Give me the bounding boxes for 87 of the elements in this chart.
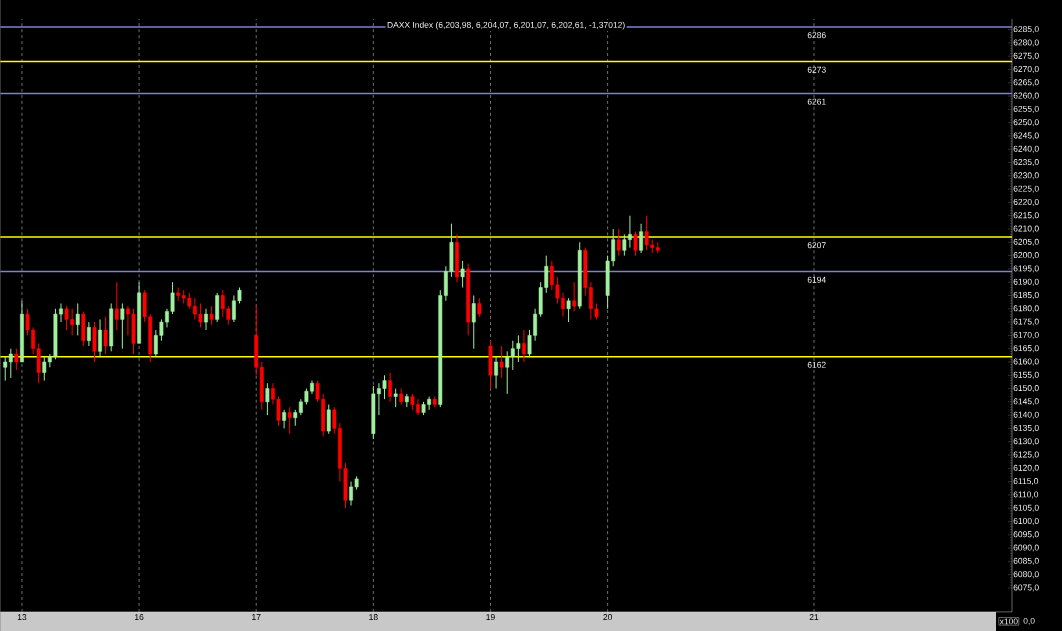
y-tick-label: 6160,0 xyxy=(1013,358,1039,366)
ref-line-label: 6286 xyxy=(807,32,826,39)
y-tick-label: 6210,0 xyxy=(1013,225,1039,233)
y-tick-label: 6075,0 xyxy=(1013,584,1039,592)
y-tick-label: 6250,0 xyxy=(1013,119,1039,127)
candlestick xyxy=(92,321,97,363)
candlestick xyxy=(522,329,526,363)
candlestick xyxy=(204,308,208,331)
candlestick xyxy=(572,281,577,313)
candlestick xyxy=(98,318,102,358)
y-tick-label: 6240,0 xyxy=(1013,145,1039,153)
y-tick-label: 6125,0 xyxy=(1013,451,1039,459)
ref-line-label: 6194 xyxy=(807,276,826,283)
candlestick xyxy=(287,406,292,435)
candlestick xyxy=(75,303,80,336)
y-tick-label: 6170,0 xyxy=(1013,331,1039,339)
y-tick-label: 6270,0 xyxy=(1013,66,1039,74)
y-tick-label: 6135,0 xyxy=(1013,425,1039,432)
y-tick-label: 6180,0 xyxy=(1013,305,1039,313)
x-tick-label: 21 xyxy=(809,614,819,621)
y-tick-label: 6100,0 xyxy=(1013,518,1039,526)
candlestick xyxy=(499,345,504,379)
y-tick-label: 6150,0 xyxy=(1013,385,1039,393)
candlestick xyxy=(471,295,476,350)
candlestick xyxy=(393,388,398,408)
y-tick-label: 6255,0 xyxy=(1013,105,1039,113)
y-tick-label: 6200,0 xyxy=(1013,252,1039,260)
y-tick-label: 6280,0 xyxy=(1013,39,1039,47)
candlestick xyxy=(86,321,91,347)
ref-line-label: 6207 xyxy=(807,242,826,249)
candlestick xyxy=(265,382,270,416)
y-tick-label: 6275,0 xyxy=(1013,52,1039,60)
candlestick xyxy=(477,297,482,318)
y-tick-label: 6195,0 xyxy=(1013,265,1039,273)
x-tick-label: 16 xyxy=(135,614,144,621)
y-tick-label: 6080,0 xyxy=(1013,571,1039,579)
x-tick-label: 20 xyxy=(603,614,612,621)
ref-line-label: 6162 xyxy=(807,361,826,368)
y-tick-label: 6155,0 xyxy=(1013,371,1039,379)
y-tick-label: 6185,0 xyxy=(1013,292,1039,300)
y-tick-label: 6130,0 xyxy=(1013,438,1039,446)
y-tick-label: 6140,0 xyxy=(1013,411,1039,419)
candlestick xyxy=(616,228,621,257)
x-tick-label: 17 xyxy=(252,614,261,620)
text: 0,0 xyxy=(1023,617,1035,625)
y-tick-label: 6190,0 xyxy=(1013,278,1039,286)
y-tick-label: 6165,0 xyxy=(1013,345,1039,353)
candlestick xyxy=(209,305,214,326)
y-tick-label: 6230,0 xyxy=(1013,172,1039,180)
ref-line-label: 6273 xyxy=(807,66,826,73)
candlestick xyxy=(114,281,119,331)
y-tick-label: 6235,0 xyxy=(1013,159,1039,167)
y-tick-label: 6120,0 xyxy=(1013,464,1039,472)
x-tick-label: 18 xyxy=(369,614,378,621)
y-tick-label: 6225,0 xyxy=(1013,185,1039,193)
candlestick xyxy=(633,231,638,257)
x-tick-label: 13 xyxy=(17,614,27,621)
candlestick xyxy=(215,292,220,323)
y-tick-label: 6175,0 xyxy=(1013,318,1039,326)
y-tick-label: 6260,0 xyxy=(1013,92,1039,100)
y-tick-label: 6110,0 xyxy=(1013,491,1039,499)
y-tick-label: 6220,0 xyxy=(1013,199,1039,206)
y-tick-label: 6115,0 xyxy=(1013,478,1039,486)
candlestick xyxy=(103,316,108,355)
ref-line-label: 6261 xyxy=(807,98,826,105)
candlestick xyxy=(282,409,287,429)
y-tick-label: 6285,0 xyxy=(1013,26,1039,34)
y-tick-label: 6105,0 xyxy=(1013,504,1039,512)
candlestick xyxy=(566,297,571,323)
y-tick-label: 6245,0 xyxy=(1013,132,1039,140)
y-tick-label: 6265,0 xyxy=(1013,79,1039,87)
candlestick xyxy=(639,223,644,254)
y-tick-label: 6090,0 xyxy=(1013,544,1039,552)
candlestick xyxy=(494,356,498,390)
candlestick xyxy=(14,348,19,371)
y-tick-label: 6205,0 xyxy=(1013,238,1039,246)
y-tick-label: 6215,0 xyxy=(1013,212,1039,220)
y-tick-label: 6095,0 xyxy=(1013,531,1039,539)
x-tick-label: 19 xyxy=(486,614,495,621)
text: x100 xyxy=(999,618,1018,625)
candlestick xyxy=(120,303,125,350)
y-tick-label: 6145,0 xyxy=(1013,398,1039,406)
y-tick-label: 6085,0 xyxy=(1013,557,1039,565)
candlestick xyxy=(388,372,393,403)
chart-title: DAXX Index (6,203,98, 6,204,07, 6,201,07, 6,202,61, -1,37012) xyxy=(387,21,625,30)
candlestick xyxy=(460,260,465,289)
candlestick xyxy=(326,404,331,435)
